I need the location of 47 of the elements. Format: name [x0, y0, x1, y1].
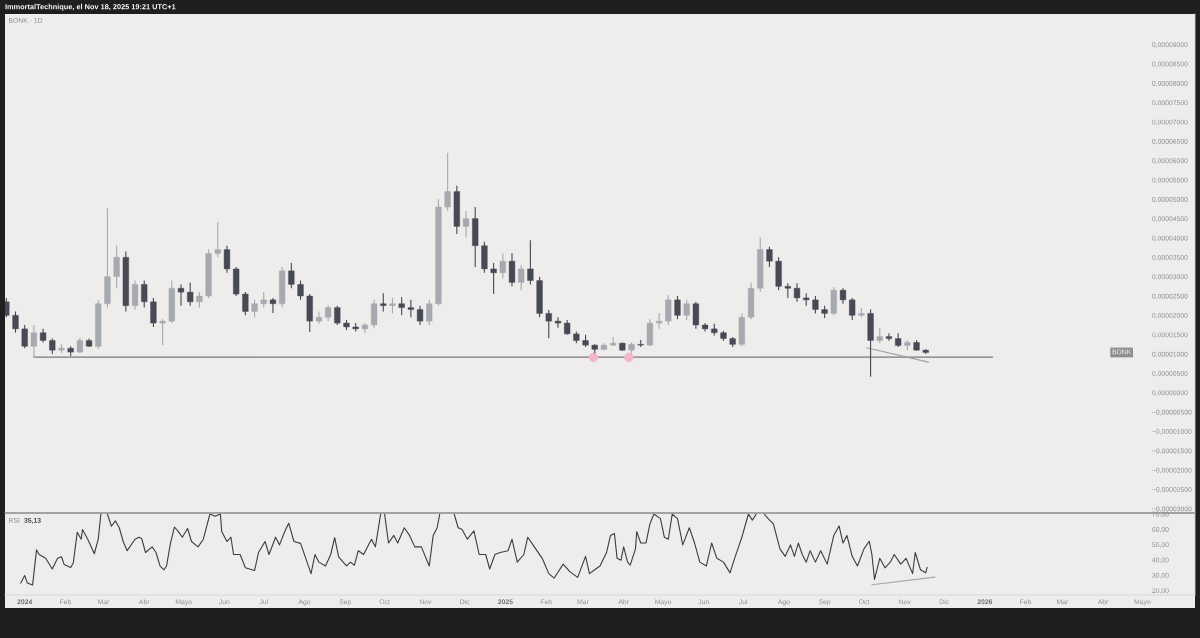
candlestick: [674, 295, 681, 320]
candlestick: [159, 318, 166, 346]
candlestick: [288, 262, 295, 289]
candlestick: [150, 297, 157, 328]
candlestick: [527, 239, 534, 285]
candlestick: [490, 262, 497, 295]
candlestick: [12, 310, 19, 334]
candlestick: [849, 297, 856, 321]
candlestick: [187, 281, 194, 307]
candlestick: [610, 336, 617, 347]
candlestick: [444, 152, 451, 212]
candlestick: [518, 264, 525, 291]
candlestick: [656, 312, 663, 330]
candlestick: [214, 221, 221, 258]
candlestick: [830, 286, 837, 316]
candlestick: [692, 301, 699, 330]
candlestick: [481, 241, 488, 274]
candlestick: [334, 305, 341, 326]
candlestick: [545, 309, 552, 339]
candlestick: [398, 296, 405, 316]
candlestick: [315, 310, 323, 325]
candlestick: [499, 252, 506, 280]
candlestick: [426, 299, 433, 326]
candlestick: [5, 297, 10, 318]
candlestick: [141, 279, 148, 309]
candlestick: [177, 283, 185, 307]
candlestick: [683, 299, 690, 321]
candlestick: [297, 279, 304, 301]
candlestick: [665, 294, 672, 326]
candlestick: [21, 324, 28, 349]
candlestick: [554, 316, 562, 329]
candlestick: [30, 324, 37, 358]
candlestick: [113, 245, 120, 289]
candlestick: [766, 246, 773, 268]
candlestick: [508, 252, 516, 287]
candlestick: [462, 210, 470, 238]
candlestick: [646, 318, 654, 347]
candlestick: [269, 297, 277, 314]
candlestick: [416, 305, 424, 326]
candlestick: [223, 245, 231, 274]
candlestick: [380, 292, 387, 313]
candlestick: [370, 299, 378, 329]
candlestick: [242, 291, 249, 316]
candlestick: [407, 299, 414, 318]
candlestick: [793, 282, 801, 303]
candlestick: [131, 279, 139, 311]
candlestick: [885, 332, 893, 342]
